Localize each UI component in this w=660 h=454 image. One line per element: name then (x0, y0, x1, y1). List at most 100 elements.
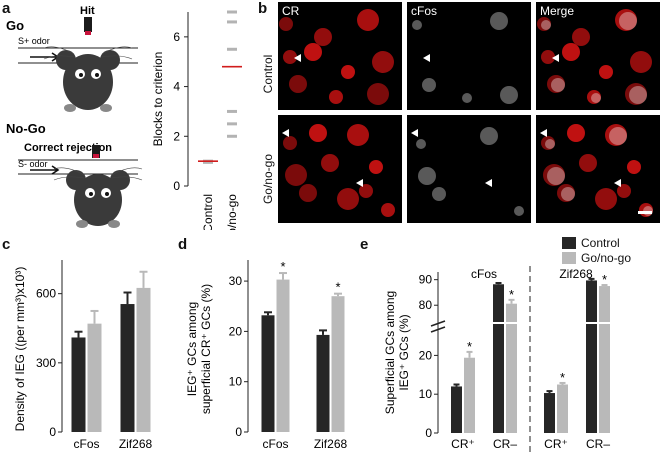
mouse-icon (43, 46, 133, 112)
cell-body (541, 136, 555, 150)
water-port-icon (84, 17, 92, 32)
cfos-nucleus (609, 127, 627, 145)
y-tick-label: 20 (419, 348, 433, 362)
bar (87, 323, 102, 432)
y-axis-label: IEG⁺ GCs amongsuperficial CR⁺ GCs (%) (185, 284, 213, 414)
bar (464, 357, 475, 433)
significance-marker: * (280, 259, 285, 274)
legend-item-control: Control (562, 235, 631, 250)
cell-body (283, 50, 297, 64)
micrograph-grid: CR cFos Merge (278, 2, 660, 230)
s-minus-odor-label: S- odor (18, 159, 48, 169)
x-tick-label: cFos (262, 437, 288, 451)
bar (451, 386, 462, 433)
arrowhead-icon (282, 129, 289, 137)
y-tick-label: 0 (235, 425, 242, 439)
row-label-gonogo: Go/no-go (261, 153, 275, 205)
y-tick-label: 10 (229, 375, 243, 389)
cell-body (337, 188, 359, 210)
arrowhead-icon (485, 179, 492, 187)
cfos-nucleus (561, 187, 575, 201)
cfos-nucleus (619, 12, 637, 30)
water-port-icon (92, 145, 100, 158)
bar (557, 384, 568, 433)
cell-body (359, 184, 373, 198)
cell-body (299, 184, 317, 202)
cfos-nucleus (490, 12, 508, 30)
bar-break-gap (492, 322, 505, 324)
bar (316, 334, 330, 432)
y-axis-label: Density of IEG ((per mm³)x10³) (13, 267, 27, 432)
cfos-nucleus (422, 78, 436, 92)
x-tick-label: Control (201, 194, 215, 230)
cfos-nucleus (551, 78, 565, 92)
cell-body (381, 203, 395, 217)
cfos-nucleus (541, 20, 551, 30)
cell-body (579, 154, 597, 172)
nogo-title: No-Go (6, 121, 46, 136)
legend-swatch-gonogo (562, 251, 576, 264)
legend-label-gonogo: Go/no-go (581, 250, 632, 265)
bar (120, 304, 135, 432)
row-label-control: Control (261, 54, 275, 94)
ieg-fraction-chart: 0 10 20 30 * cFos * Zif268 IEG⁺ GCs amongsuperfi… (185, 259, 348, 451)
arrowhead-icon (356, 179, 363, 187)
bar (586, 280, 597, 433)
y-tick-label: 6 (173, 30, 180, 44)
arrow-right-icon (30, 165, 60, 175)
x-tick-label: Zif268 (314, 437, 348, 451)
y-tick-label: 4 (173, 80, 180, 94)
column-header: Merge (540, 4, 574, 18)
cell-body (562, 43, 580, 61)
cfos-nucleus (629, 86, 647, 104)
micrograph-tile: cFos (407, 2, 531, 110)
cell-body (625, 83, 647, 105)
panel-label-b: b (258, 0, 268, 17)
micrograph-tile (278, 115, 402, 223)
axis-break-icon (430, 320, 446, 333)
mouse-icon (53, 167, 143, 228)
blocks-to-criterion-chart: Blocks to criterion 0 2 4 6 Control Go/no-go (151, 10, 242, 230)
y-tick-label: 0 (173, 179, 180, 193)
y-tick-label: 600 (36, 287, 56, 301)
tile-background (407, 115, 531, 223)
cell-body (367, 83, 389, 105)
cell-body (543, 164, 565, 186)
significance-marker: * (602, 272, 607, 287)
arrowhead-icon (552, 54, 559, 62)
task-schematic: Go Hit S+ odor No-Go Correct rejection S… (6, 5, 143, 228)
cfos-nucleus (591, 93, 601, 103)
panel-label-a: a (2, 0, 11, 17)
cell-body (314, 28, 332, 46)
y-axis-label: Superficial GCs amongIEG⁺ GCs (%) (383, 291, 411, 414)
y-tick-label: 0 (49, 425, 56, 439)
y-tick-label: 30 (229, 274, 243, 288)
bar-break-gap (598, 322, 611, 324)
hit-label: Hit (80, 5, 95, 17)
cell-body (309, 124, 327, 142)
micrograph-tile: Merge (536, 2, 660, 110)
cell-body (329, 90, 343, 104)
cell-body (537, 17, 551, 31)
y-tick-label: 10 (419, 387, 433, 401)
cfos-nucleus (545, 139, 555, 149)
cell-body (279, 17, 293, 31)
bar (71, 337, 86, 432)
cell-body (304, 43, 322, 61)
significance-marker: * (335, 280, 340, 295)
micrograph-tile (407, 115, 531, 223)
cell-body (587, 90, 601, 104)
bar (599, 286, 610, 433)
cell-body (372, 51, 394, 73)
cfos-nucleus (480, 127, 498, 145)
cell-body (599, 65, 613, 79)
bar (261, 315, 275, 432)
panel-label-c: c (2, 236, 11, 253)
cfos-nucleus (500, 86, 518, 104)
go-title: Go (6, 18, 24, 33)
cfos-nucleus (547, 167, 565, 185)
significance-marker: * (509, 287, 514, 302)
cell-body (341, 65, 355, 79)
x-tick-label: Go/no-go (225, 194, 239, 230)
y-tick-label: 20 (229, 324, 243, 338)
